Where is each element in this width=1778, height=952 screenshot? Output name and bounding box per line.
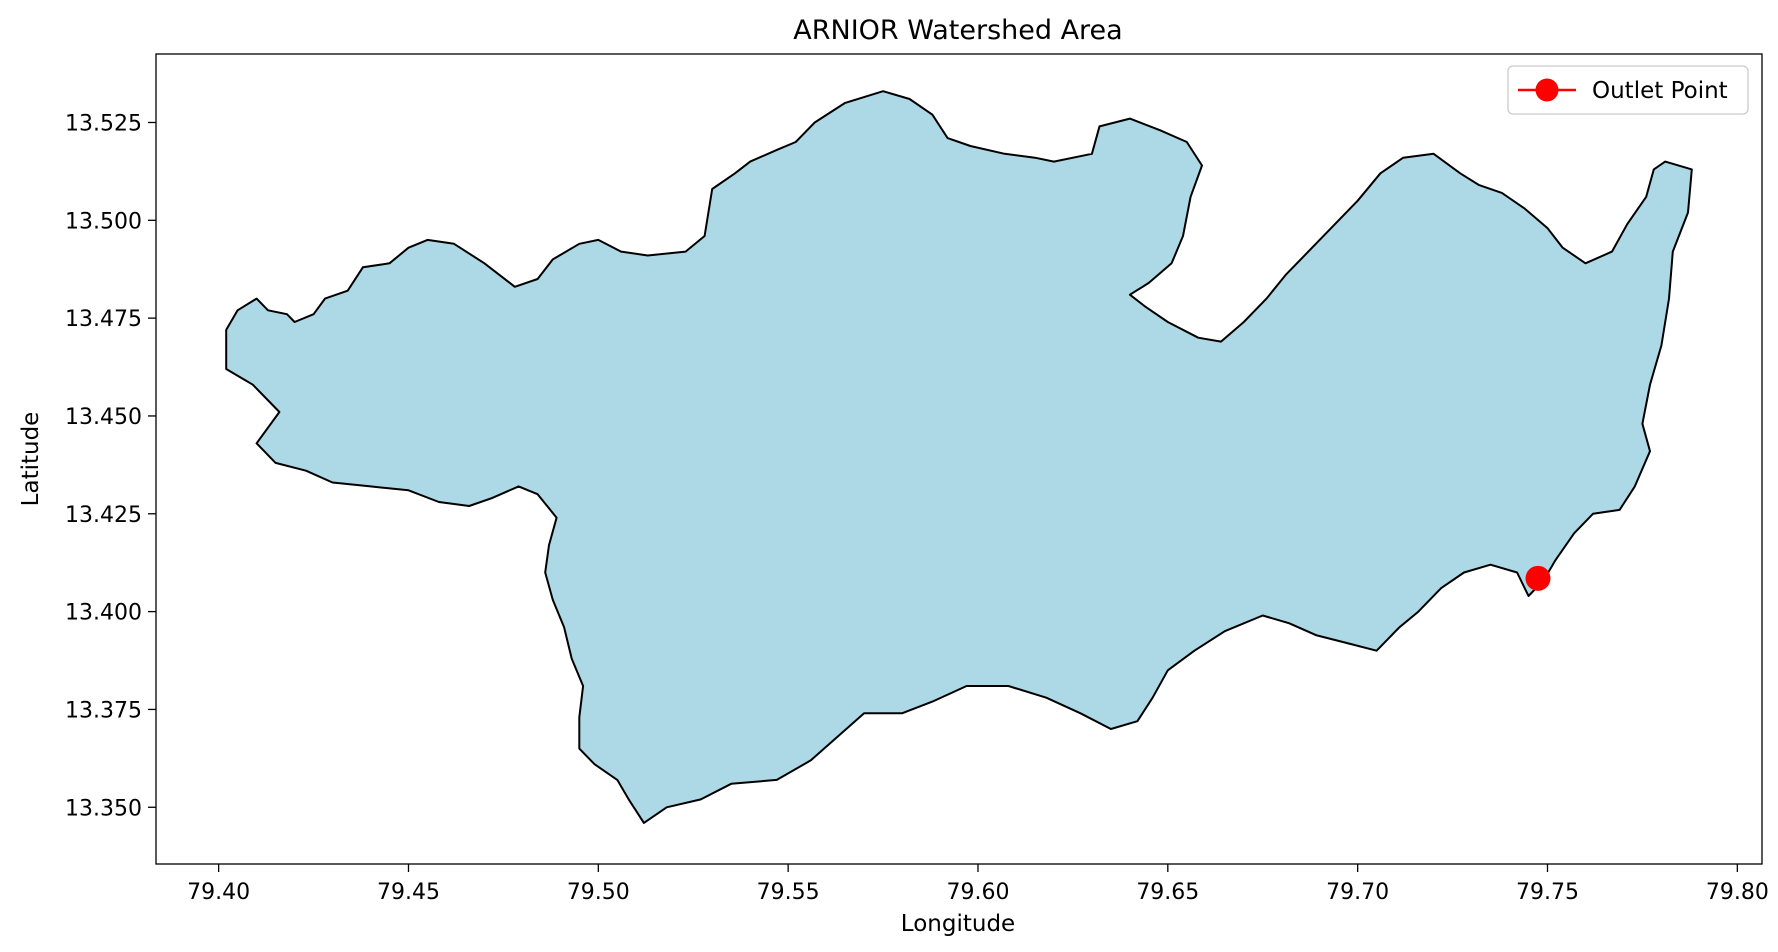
legend-box: [1507, 65, 1749, 115]
y-tick-label: 13.425: [65, 503, 142, 528]
y-tick-label: 13.350: [65, 796, 142, 821]
outlet-point-marker: [1525, 565, 1551, 591]
x-tick-label: 79.40: [187, 880, 250, 905]
x-tick-label: 79.70: [1326, 880, 1389, 905]
plot-area: [225, 90, 1693, 824]
y-tick-label: 13.450: [65, 405, 142, 430]
x-tick-label: 79.55: [757, 880, 820, 905]
legend-outlet-marker: [1535, 78, 1559, 102]
y-tick-label: 13.475: [65, 307, 142, 332]
x-tick-label: 79.45: [377, 880, 440, 905]
legend-label-outlet-point: Outlet Point: [1592, 78, 1728, 104]
y-tick-label: 13.500: [65, 209, 142, 234]
x-axis-label: Longitude: [901, 911, 1015, 937]
y-axis-ticks: 13.350 13.375 13.400 13.425 13.450 13.475 13.5…: [65, 111, 156, 821]
x-tick-label: 79.50: [567, 880, 630, 905]
x-tick-label: 79.60: [946, 880, 1009, 905]
x-tick-label: 79.75: [1516, 880, 1579, 905]
x-tick-label: 79.80: [1706, 880, 1769, 905]
y-tick-label: 13.525: [65, 111, 142, 136]
chart-title: ARNIOR Watershed Area: [793, 15, 1122, 46]
axes-frame: [155, 53, 1763, 865]
x-tick-label: 79.65: [1136, 880, 1199, 905]
y-tick-label: 13.400: [65, 601, 142, 626]
watershed-polygon: [225, 90, 1693, 824]
y-axis-label: Latitude: [18, 412, 44, 507]
legend: Outlet Point: [1507, 65, 1749, 115]
y-tick-label: 13.375: [65, 698, 142, 723]
x-axis-ticks: 79.40 79.45 79.50 79.55 79.60 79.65 79.70 79.75…: [187, 864, 1769, 905]
